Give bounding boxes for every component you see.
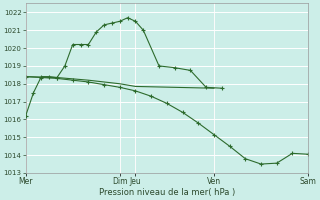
X-axis label: Pression niveau de la mer( hPa ): Pression niveau de la mer( hPa ) xyxy=(99,188,235,197)
